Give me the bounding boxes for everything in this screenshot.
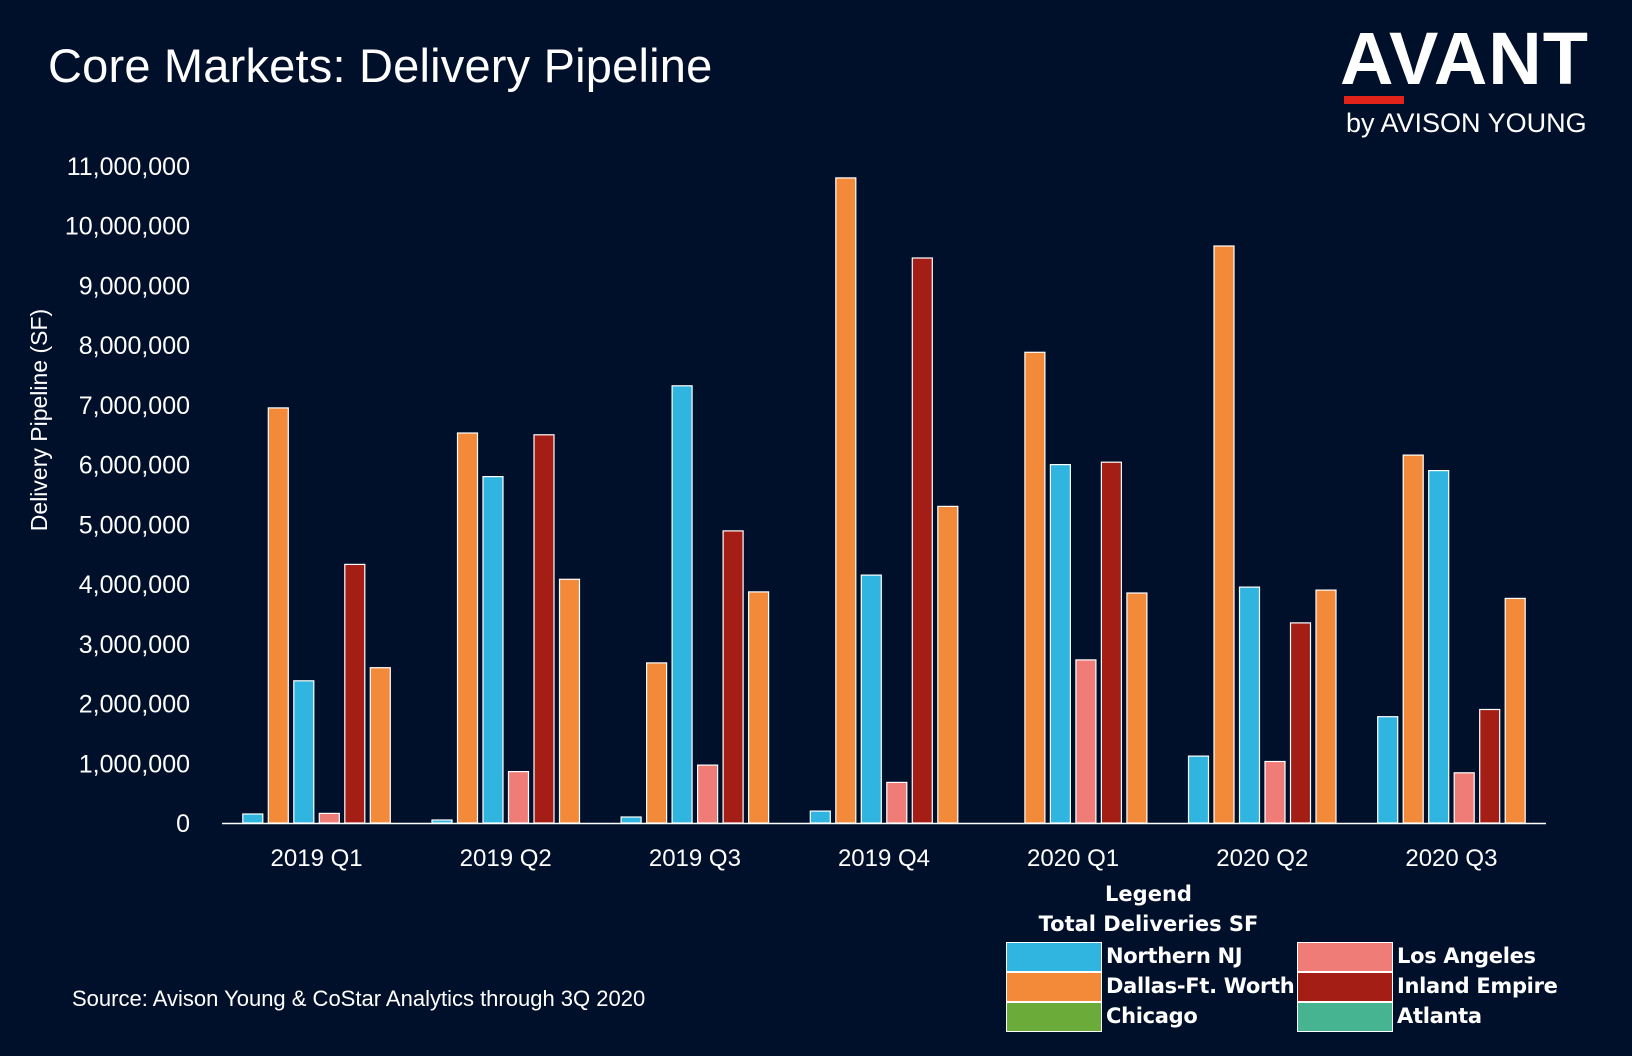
x-tick-label: 2020 Q2 <box>1216 845 1308 872</box>
bar-northern-nj <box>242 813 264 824</box>
y-tick-label: 2,000,000 <box>79 691 190 719</box>
bar-northern-nj <box>620 816 642 824</box>
bar-northern-nj <box>1428 470 1450 824</box>
bar-dallas-ft-worth <box>456 432 479 824</box>
bar-los-angeles <box>1453 772 1475 824</box>
y-tick-label: 8,000,000 <box>79 332 190 360</box>
x-tick-label: 2019 Q4 <box>838 845 930 872</box>
legend-label: Dallas-Ft. Worth <box>1106 974 1295 998</box>
legend-swatch <box>1006 942 1102 972</box>
y-axis-label: Delivery Pipeline (SF) <box>26 309 52 531</box>
chart-bars <box>242 177 1526 824</box>
y-tick-label: 3,000,000 <box>79 631 190 659</box>
bar-dallas-ft-worth <box>1024 351 1046 824</box>
y-tick-label: 10,000,000 <box>65 213 190 241</box>
y-tick-label: 5,000,000 <box>79 511 190 539</box>
bar-northern-nj <box>1187 755 1210 824</box>
bar-northern-nj <box>431 819 453 824</box>
x-tick-label: 2019 Q2 <box>460 845 552 872</box>
legend-swatch <box>1297 972 1393 1002</box>
bar-los-angeles <box>696 764 719 824</box>
y-axis-ticks: 0 1,000,000 2,000,000 3,000,000 4,000,000 5,0… <box>65 153 190 838</box>
legend-subtitle: Total Deliveries SF <box>1038 912 1259 936</box>
y-tick-label: 9,000,000 <box>79 272 190 300</box>
bar-inland-empire <box>344 563 366 824</box>
bar-dallas-ft-worth <box>558 578 581 824</box>
bar-dallas-ft-worth <box>1315 589 1337 824</box>
x-axis-ticks: 2019 Q1 2019 Q2 2019 Q3 2019 Q4 2020 Q1 2020 … <box>271 845 1498 872</box>
logo-wordmark: AVANT <box>1340 17 1589 100</box>
page-title: Core Markets: Delivery Pipeline <box>48 39 713 92</box>
y-tick-label: 0 <box>176 810 190 838</box>
bar-inland-empire <box>722 530 744 824</box>
bar-dallas-ft-worth <box>369 667 391 824</box>
bar-dallas-ft-worth <box>1504 597 1526 824</box>
bar-inland-empire <box>1479 708 1501 824</box>
bar-los-angeles <box>886 781 908 824</box>
bar-northern-nj <box>482 476 504 824</box>
bar-northern-nj <box>1049 464 1072 824</box>
source-note: Source: Avison Young & CoStar Analytics … <box>72 986 646 1011</box>
bar-inland-empire <box>533 434 555 824</box>
logo-accent-bar <box>1344 96 1404 104</box>
bar-dallas-ft-worth <box>747 591 770 824</box>
chart-legend: Legend Total Deliveries SF Northern NJ D… <box>1006 882 1566 1042</box>
bar-inland-empire <box>1289 622 1312 824</box>
legend-label: Atlanta <box>1397 1004 1482 1028</box>
x-tick-label: 2019 Q1 <box>271 845 363 872</box>
x-tick-label: 2019 Q3 <box>649 845 741 872</box>
bar-los-angeles <box>507 770 530 824</box>
bar-northern-nj <box>671 385 693 824</box>
x-tick-label: 2020 Q1 <box>1027 845 1119 872</box>
y-tick-label: 6,000,000 <box>79 452 190 480</box>
y-tick-label: 1,000,000 <box>79 750 190 778</box>
y-tick-label: 11,000,000 <box>67 153 190 181</box>
legend-swatch <box>1297 942 1393 972</box>
x-tick-label: 2020 Q3 <box>1405 845 1497 872</box>
y-tick-label: 7,000,000 <box>79 392 190 420</box>
legend-label: Los Angeles <box>1397 944 1536 968</box>
bar-northern-nj <box>1238 586 1261 824</box>
bar-dallas-ft-worth <box>835 177 857 824</box>
logo-subtitle: by AVISON YOUNG <box>1346 108 1587 138</box>
bar-inland-empire <box>911 257 933 824</box>
bar-dallas-ft-worth <box>267 407 289 824</box>
bar-inland-empire <box>1100 461 1123 824</box>
legend-swatch <box>1006 1002 1102 1032</box>
bar-dallas-ft-worth <box>645 662 668 824</box>
bar-northern-nj <box>1377 716 1399 824</box>
bar-los-angeles <box>1264 760 1286 824</box>
bar-dallas-ft-worth <box>1126 592 1148 824</box>
legend-label: Inland Empire <box>1397 974 1558 998</box>
legend-swatch <box>1297 1002 1393 1032</box>
legend-title: Legend <box>1105 882 1192 906</box>
bar-northern-nj <box>809 810 831 824</box>
legend-label: Chicago <box>1106 1004 1198 1028</box>
bar-los-angeles <box>318 812 340 824</box>
y-tick-label: 4,000,000 <box>79 571 190 599</box>
legend-swatch <box>1006 972 1102 1002</box>
bar-dallas-ft-worth <box>1402 454 1424 824</box>
bar-northern-nj <box>860 574 882 824</box>
bar-northern-nj <box>293 680 315 824</box>
bar-los-angeles <box>1075 659 1097 824</box>
avant-logo: AVANT by AVISON YOUNG <box>1340 22 1600 142</box>
bar-dallas-ft-worth <box>937 505 959 824</box>
legend-label: Northern NJ <box>1106 944 1243 968</box>
bar-dallas-ft-worth <box>1213 245 1235 824</box>
